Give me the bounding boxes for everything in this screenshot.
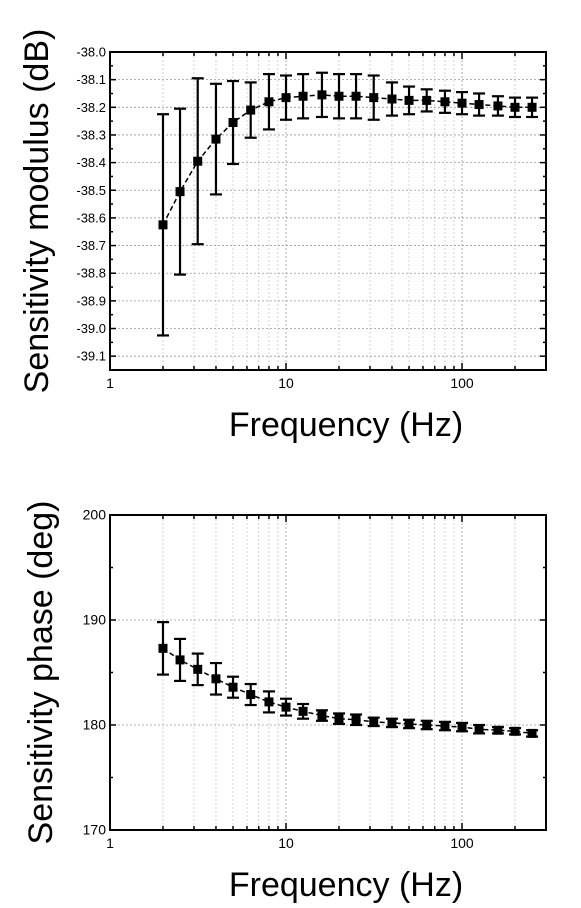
series [156, 620, 539, 738]
chart-sensitivity-modulus: 1 10 100-38.0-38.1-38.2-38.3-38.4-38.5-38.… [18, 29, 547, 444]
x-tick-label: 10 [278, 375, 294, 391]
data-point [457, 98, 467, 108]
y-tick-label: -38.9 [76, 293, 106, 308]
data-point [493, 725, 503, 735]
data-point [228, 682, 238, 692]
plot-frame [109, 51, 547, 371]
y-tick-label: -38.4 [76, 155, 106, 170]
data-point [211, 134, 221, 144]
data-point [404, 95, 414, 105]
y-axis-title: Sensitivity phase (deg) [22, 501, 60, 845]
y-axis: -38.0 -38.1 -38.2 -38.3 -38.4 -38.5 -38.6 -38.7… [76, 45, 546, 364]
data-point [317, 711, 327, 721]
grid [110, 52, 546, 370]
x-tick-label: 100 [450, 375, 474, 391]
data-point [369, 93, 379, 103]
data-point [211, 674, 221, 684]
data-point [440, 97, 450, 107]
data-point [246, 690, 256, 700]
x-tick-label: 1 [106, 375, 114, 391]
data-point [264, 697, 274, 707]
data-point [298, 706, 308, 716]
data-point [404, 719, 414, 729]
y-tick-label: -39.1 [76, 349, 106, 364]
data-point [158, 220, 168, 230]
data-point [474, 100, 484, 110]
data-point [246, 105, 256, 115]
data-point [422, 95, 432, 105]
y-tick-label: 190 [83, 612, 107, 628]
data-point [457, 722, 467, 732]
y-tick-label: -39.0 [76, 321, 106, 336]
grid [110, 515, 546, 830]
y-tick-label: 200 [83, 507, 107, 523]
data-point [264, 97, 274, 107]
y-tick-label: -38.7 [76, 238, 106, 253]
y-tick-label: -38.5 [76, 183, 106, 198]
data-point [387, 94, 397, 104]
y-axis: 170 180 190 200 [83, 507, 546, 838]
data-point [298, 91, 308, 101]
data-point [510, 102, 520, 112]
x-tick-label: 10 [278, 835, 294, 851]
data-point [493, 101, 503, 111]
y-tick-label: -38.2 [76, 100, 106, 115]
x-axis-title: Frequency (Hz) [229, 866, 463, 904]
data-point [193, 664, 203, 674]
x-axis: 1 10 100 [106, 515, 547, 851]
data-point [175, 187, 185, 197]
data-point [369, 717, 379, 727]
data-point [351, 91, 361, 101]
data-point [527, 728, 537, 738]
data-point [510, 726, 520, 736]
y-tick-label: -38.3 [76, 127, 106, 142]
data-point [474, 724, 484, 734]
series-line [162, 647, 533, 735]
plot-frame [109, 514, 547, 831]
x-axis: 1 10 100 [106, 52, 547, 391]
series [156, 71, 539, 337]
series-line [162, 94, 533, 226]
y-tick-label: -38.0 [76, 45, 106, 60]
data-point [351, 715, 361, 725]
data-point [158, 643, 168, 653]
data-point [334, 714, 344, 724]
data-point [334, 91, 344, 101]
y-tick-label: 180 [83, 717, 107, 733]
data-point [281, 702, 291, 712]
data-point [281, 93, 291, 103]
data-point [440, 721, 450, 731]
x-tick-label: 100 [450, 835, 474, 851]
data-point [317, 90, 327, 100]
x-axis-title: Frequency (Hz) [229, 406, 463, 444]
y-axis-title: Sensitivity modulus (dB) [18, 29, 56, 394]
y-tick-label: 170 [83, 822, 107, 838]
x-tick-label: 1 [106, 835, 114, 851]
data-point [527, 102, 537, 112]
chart-sensitivity-phase: 1 10 100 170 180 190 200 Frequency (Hz) Sensitiv… [22, 501, 547, 904]
y-tick-label: -38.6 [76, 210, 106, 225]
data-point [175, 655, 185, 665]
data-point [228, 118, 238, 128]
y-tick-label: -38.8 [76, 266, 106, 281]
data-point [422, 720, 432, 730]
data-point [193, 156, 203, 166]
data-point [387, 718, 397, 728]
y-tick-label: -38.1 [76, 72, 106, 87]
